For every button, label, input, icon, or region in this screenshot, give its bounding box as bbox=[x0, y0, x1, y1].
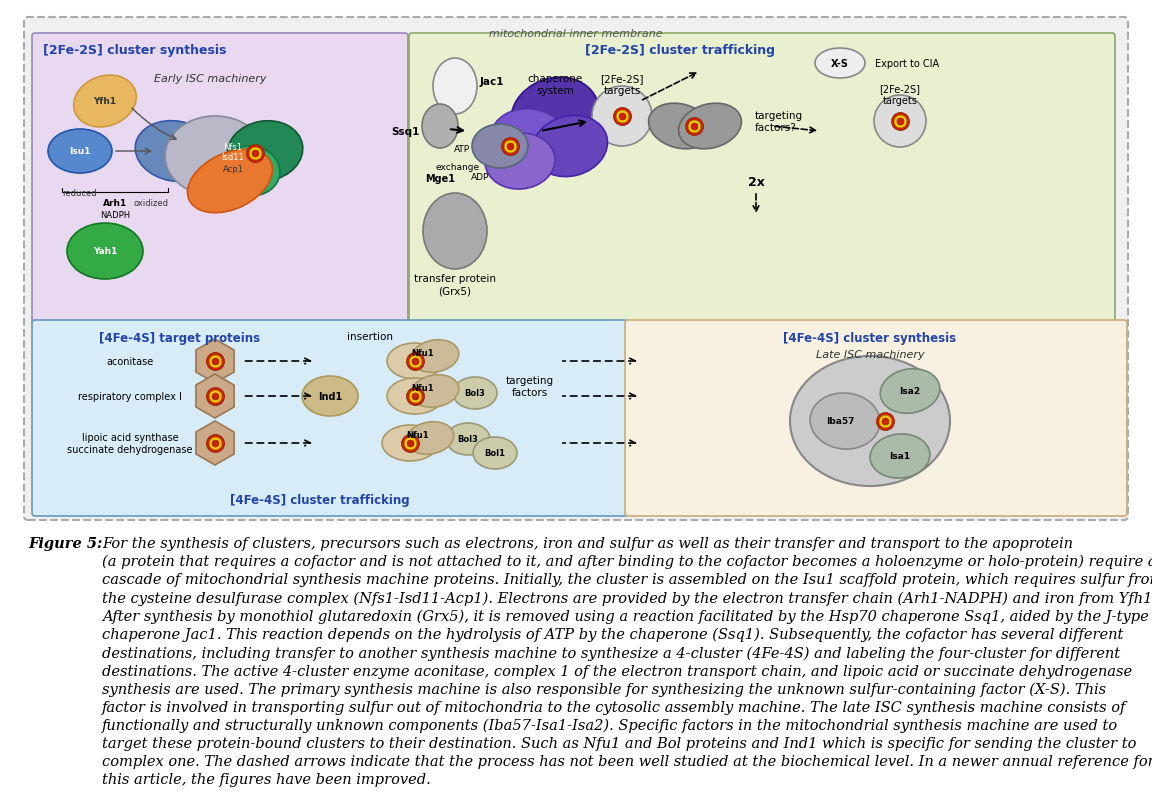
Ellipse shape bbox=[423, 194, 487, 270]
Ellipse shape bbox=[422, 105, 458, 148]
Ellipse shape bbox=[433, 59, 477, 115]
Text: targeting
factors: targeting factors bbox=[506, 375, 554, 397]
Text: exchange: exchange bbox=[435, 162, 480, 171]
Text: lipoic acid synthase
succinate dehydrogenase: lipoic acid synthase succinate dehydroge… bbox=[67, 432, 192, 454]
Ellipse shape bbox=[48, 130, 112, 174]
FancyBboxPatch shape bbox=[24, 18, 1128, 521]
Text: Arh1: Arh1 bbox=[103, 200, 127, 208]
Text: [2Fe-2S]: [2Fe-2S] bbox=[600, 74, 644, 84]
Ellipse shape bbox=[472, 125, 528, 169]
Text: Iba57: Iba57 bbox=[826, 417, 855, 426]
Text: Ssq1: Ssq1 bbox=[392, 127, 420, 137]
Ellipse shape bbox=[870, 435, 930, 478]
Ellipse shape bbox=[880, 369, 940, 414]
Ellipse shape bbox=[446, 423, 490, 456]
Text: insertion: insertion bbox=[347, 332, 393, 341]
Text: NADPH: NADPH bbox=[100, 210, 130, 219]
Text: system: system bbox=[536, 86, 574, 96]
Text: Isd11: Isd11 bbox=[221, 152, 244, 161]
Text: targeting
factors?: targeting factors? bbox=[755, 111, 803, 133]
Ellipse shape bbox=[220, 147, 280, 197]
Text: mitochondrial inner membrane: mitochondrial inner membrane bbox=[490, 29, 662, 39]
Text: aconitase: aconitase bbox=[106, 357, 153, 367]
Text: Nfu1: Nfu1 bbox=[407, 431, 430, 440]
Text: Ind1: Ind1 bbox=[318, 392, 342, 401]
Text: Nfs1: Nfs1 bbox=[223, 142, 243, 152]
Text: [2Fe-2S] cluster trafficking: [2Fe-2S] cluster trafficking bbox=[585, 44, 775, 57]
Text: transfer protein: transfer protein bbox=[414, 273, 497, 284]
Ellipse shape bbox=[679, 104, 742, 149]
Ellipse shape bbox=[790, 357, 950, 487]
Text: Late ISC machinery: Late ISC machinery bbox=[816, 350, 924, 359]
Ellipse shape bbox=[491, 109, 570, 174]
Ellipse shape bbox=[74, 76, 136, 128]
Text: [4Fe-4S] target proteins: [4Fe-4S] target proteins bbox=[99, 332, 260, 345]
Ellipse shape bbox=[453, 378, 497, 410]
Text: Early ISC machinery: Early ISC machinery bbox=[153, 74, 266, 84]
FancyBboxPatch shape bbox=[409, 34, 1115, 324]
Text: targets: targets bbox=[882, 96, 917, 106]
Ellipse shape bbox=[302, 376, 358, 417]
Ellipse shape bbox=[67, 224, 143, 280]
Text: respiratory complex I: respiratory complex I bbox=[78, 392, 182, 401]
Ellipse shape bbox=[814, 49, 865, 79]
Text: oxidized: oxidized bbox=[132, 200, 168, 208]
Ellipse shape bbox=[165, 117, 265, 197]
Ellipse shape bbox=[135, 122, 214, 182]
Text: (Grx5): (Grx5) bbox=[439, 285, 471, 296]
Text: ATP: ATP bbox=[454, 144, 470, 153]
Text: Bol1: Bol1 bbox=[485, 449, 506, 458]
Text: Nfu1: Nfu1 bbox=[411, 349, 434, 358]
Ellipse shape bbox=[810, 393, 880, 449]
Ellipse shape bbox=[485, 134, 555, 190]
Text: reduced: reduced bbox=[62, 189, 97, 198]
Text: chaperone: chaperone bbox=[528, 74, 583, 84]
Text: [4Fe-4S] cluster synthesis: [4Fe-4S] cluster synthesis bbox=[783, 332, 956, 345]
Ellipse shape bbox=[407, 423, 454, 455]
Text: Nfu1: Nfu1 bbox=[411, 384, 434, 393]
Text: Isa1: Isa1 bbox=[889, 452, 910, 461]
Ellipse shape bbox=[411, 375, 458, 408]
Text: ADP: ADP bbox=[471, 172, 490, 182]
Ellipse shape bbox=[649, 104, 712, 149]
Text: [2Fe-2S] cluster synthesis: [2Fe-2S] cluster synthesis bbox=[44, 44, 227, 57]
Ellipse shape bbox=[227, 122, 303, 182]
Ellipse shape bbox=[188, 150, 273, 213]
Circle shape bbox=[592, 87, 652, 147]
Ellipse shape bbox=[411, 341, 458, 373]
Text: targets: targets bbox=[604, 86, 641, 96]
Text: [4Fe-4S] cluster trafficking: [4Fe-4S] cluster trafficking bbox=[230, 493, 410, 506]
Circle shape bbox=[874, 96, 926, 148]
Ellipse shape bbox=[387, 344, 444, 380]
Text: For the synthesis of clusters, precursors such as electrons, iron and sulfur as : For the synthesis of clusters, precursor… bbox=[103, 536, 1152, 786]
FancyBboxPatch shape bbox=[626, 320, 1127, 517]
Text: Isu1: Isu1 bbox=[69, 148, 91, 157]
Text: Isa2: Isa2 bbox=[900, 387, 920, 396]
Text: Yah1: Yah1 bbox=[93, 247, 118, 256]
Ellipse shape bbox=[532, 116, 607, 178]
Text: Export to CIA: Export to CIA bbox=[876, 59, 939, 69]
Ellipse shape bbox=[382, 426, 438, 461]
Text: Bol3: Bol3 bbox=[464, 389, 485, 398]
Text: Yfh1: Yfh1 bbox=[93, 97, 116, 106]
Ellipse shape bbox=[473, 437, 517, 470]
FancyBboxPatch shape bbox=[32, 320, 628, 517]
Text: Bol3: Bol3 bbox=[457, 435, 478, 444]
Ellipse shape bbox=[510, 78, 599, 156]
Text: Mge1: Mge1 bbox=[425, 174, 455, 184]
Text: Acp1: Acp1 bbox=[222, 165, 243, 174]
Text: Figure 5:: Figure 5: bbox=[28, 536, 103, 551]
FancyBboxPatch shape bbox=[32, 34, 408, 324]
Text: Jac1: Jac1 bbox=[480, 77, 505, 87]
Text: [2Fe-2S]: [2Fe-2S] bbox=[879, 84, 920, 94]
Ellipse shape bbox=[387, 379, 444, 414]
Text: X-S: X-S bbox=[831, 59, 849, 69]
Text: 2x: 2x bbox=[748, 175, 765, 188]
